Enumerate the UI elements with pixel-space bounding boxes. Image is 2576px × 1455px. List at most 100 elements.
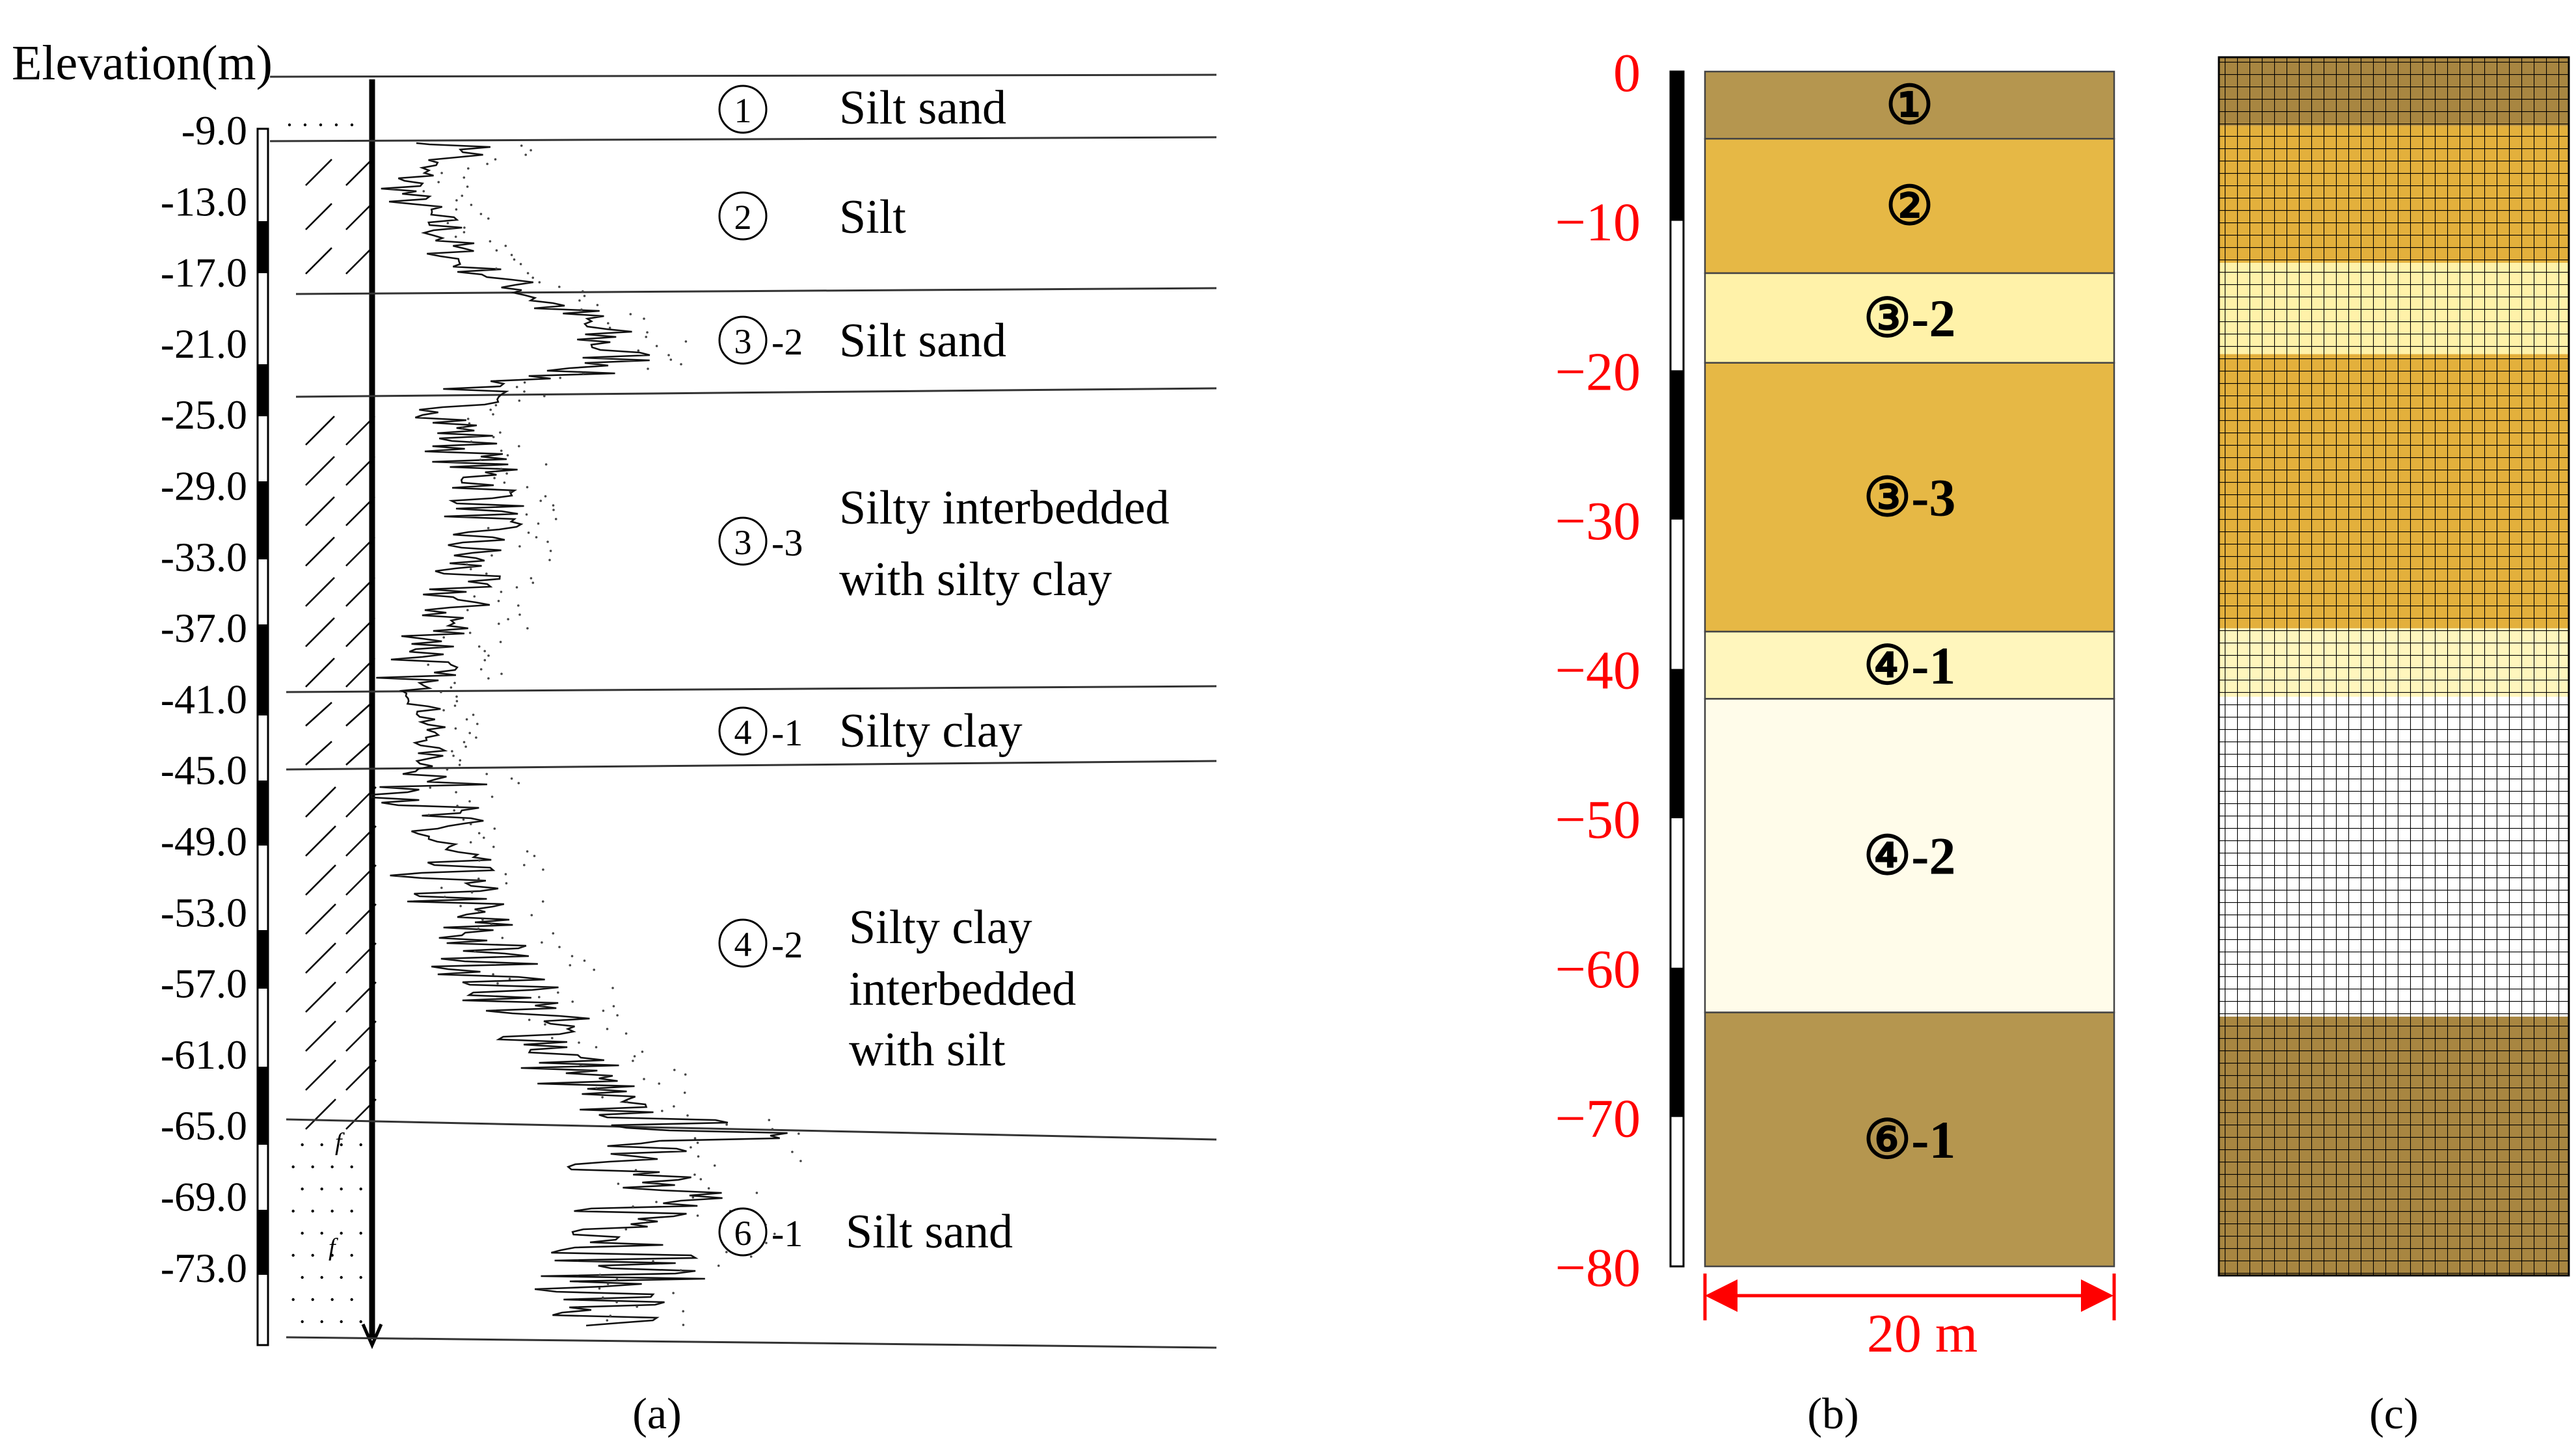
- lithology-hatch-column: ff: [288, 123, 377, 1324]
- elevation-tick-label: -17.0: [161, 250, 247, 296]
- cpt-trace-dot: [506, 454, 509, 457]
- cpt-trace-dot: [452, 754, 455, 757]
- cpt-trace-dot: [498, 622, 500, 625]
- cpt-trace-dot: [422, 190, 425, 193]
- cpt-trace-dot: [469, 841, 472, 844]
- hatch-dot: [311, 1209, 314, 1213]
- soil-layer: [1704, 1011, 2115, 1268]
- cpt-trace-dot: [497, 600, 500, 602]
- caption-c: (c): [2369, 1389, 2418, 1438]
- cpt-trace-dot: [535, 536, 538, 539]
- elevation-tick-label: -69.0: [161, 1174, 247, 1220]
- cpt-trace-dot: [725, 1123, 728, 1126]
- cpt-trace-dot: [475, 736, 477, 739]
- cpt-trace-dot: [541, 941, 543, 944]
- cpt-trace-dot: [499, 641, 502, 643]
- cpt-trace-dot: [637, 349, 640, 352]
- cpt-trace-dot: [453, 809, 455, 812]
- cpt-trace-dot: [487, 527, 490, 529]
- scale-segment: [1670, 370, 1684, 520]
- cpt-trace-dot: [526, 272, 530, 274]
- depth-tick-label: −60: [1555, 939, 1641, 1000]
- hatch-dot: [330, 1253, 334, 1257]
- layer-suffix: -3: [771, 522, 803, 564]
- layer-number-circle: [718, 1207, 768, 1257]
- cpt-trace-dot: [468, 732, 471, 734]
- scale-segment: [258, 989, 268, 1067]
- hatch-stroke: [305, 903, 336, 935]
- hatch-stroke: [305, 981, 336, 1013]
- hatch-dot: [359, 1275, 362, 1279]
- cpt-trace-dot: [462, 818, 465, 821]
- cpt-trace-dot: [500, 673, 503, 675]
- mesh-border: [2218, 56, 2570, 1277]
- cpt-trace-dot: [473, 595, 476, 598]
- cpt-trace-dot: [456, 805, 459, 807]
- hatch-stroke: [345, 741, 373, 766]
- scale-segment: [258, 1145, 268, 1210]
- cpt-trace-dot: [583, 959, 586, 962]
- cpt-trace-dot: [615, 1301, 618, 1303]
- layer-suffix: -2: [771, 321, 803, 363]
- layer-name-line: Silt sand: [846, 1205, 1013, 1259]
- cpt-trace-dot: [461, 427, 464, 429]
- elevation-tick-label: -37.0: [161, 605, 247, 651]
- hatch-dot: [330, 1298, 334, 1301]
- cpt-trace-dot: [492, 436, 495, 438]
- cpt-trace-dot: [626, 1101, 628, 1103]
- elevation-tick-label: -61.0: [161, 1032, 247, 1078]
- cpt-trace-dot: [533, 855, 536, 857]
- hatch-dot: [320, 1231, 323, 1235]
- hatch-stroke: [345, 247, 373, 274]
- cpt-trace-dot: [552, 509, 555, 511]
- hatch-dot: [288, 123, 291, 127]
- cpt-trace-dot: [554, 518, 557, 520]
- cpt-trace-dot: [489, 408, 492, 411]
- cpt-trace-dot: [504, 873, 507, 875]
- cpt-trace-dot: [463, 231, 466, 234]
- cpt-trace-dot: [459, 905, 462, 907]
- cpt-trace-dot: [518, 613, 521, 616]
- cpt-trace-dot: [481, 918, 484, 921]
- soil-layer-label: ⑥-1: [1864, 1110, 1956, 1169]
- scale-segment: [258, 1210, 268, 1275]
- cpt-trace-dot: [487, 677, 490, 680]
- cpt-trace-dot: [693, 1173, 696, 1176]
- cpt-trace-dot: [691, 1196, 695, 1199]
- caption-a: (a): [632, 1389, 681, 1438]
- cpt-trace-dot: [429, 786, 432, 789]
- cpt-trace-dot: [713, 1164, 716, 1167]
- boundary-line: [286, 760, 1217, 771]
- soil-layer-label: ④-2: [1864, 827, 1956, 886]
- hatch-dot: [320, 1320, 323, 1324]
- cpt-trace-dot: [453, 682, 456, 684]
- cpt-trace-dot: [507, 618, 509, 621]
- hatch-dot: [303, 123, 307, 127]
- cpt-trace-dot: [690, 1146, 692, 1149]
- hatch-stroke: [305, 1021, 336, 1052]
- cpt-trace-dot: [494, 404, 498, 407]
- soil-layer-label: ③-3: [1864, 468, 1956, 527]
- hatch-stroke: [305, 159, 332, 186]
- cpt-trace-dot: [501, 937, 504, 939]
- soil-layer: [1704, 630, 2115, 700]
- cpt-trace-dot: [544, 463, 548, 466]
- cpt-trace-dot: [495, 267, 498, 270]
- elevation-axis-title: Elevation(m): [12, 36, 273, 90]
- hatch-dot: [291, 1253, 295, 1257]
- cpt-trace-dot: [477, 928, 480, 930]
- cpt-trace-dot: [645, 336, 647, 338]
- elevation-tick-label: -65.0: [161, 1102, 247, 1149]
- layer-number-circle: [718, 191, 768, 241]
- cpt-trace-dot: [526, 850, 529, 853]
- cpt-trace-dot: [510, 777, 513, 780]
- cpt-trace-dot: [518, 399, 521, 402]
- cpt-trace-dot: [455, 199, 458, 202]
- cpt-trace-dot: [725, 1251, 728, 1253]
- hatch-dot: [340, 1187, 343, 1191]
- cpt-trace-dot: [684, 1073, 687, 1076]
- cpt-trace-dot: [496, 982, 499, 985]
- layer-number: 3: [734, 322, 752, 361]
- cpt-trace-dot: [558, 286, 561, 288]
- scale-segment: [1670, 967, 1684, 1117]
